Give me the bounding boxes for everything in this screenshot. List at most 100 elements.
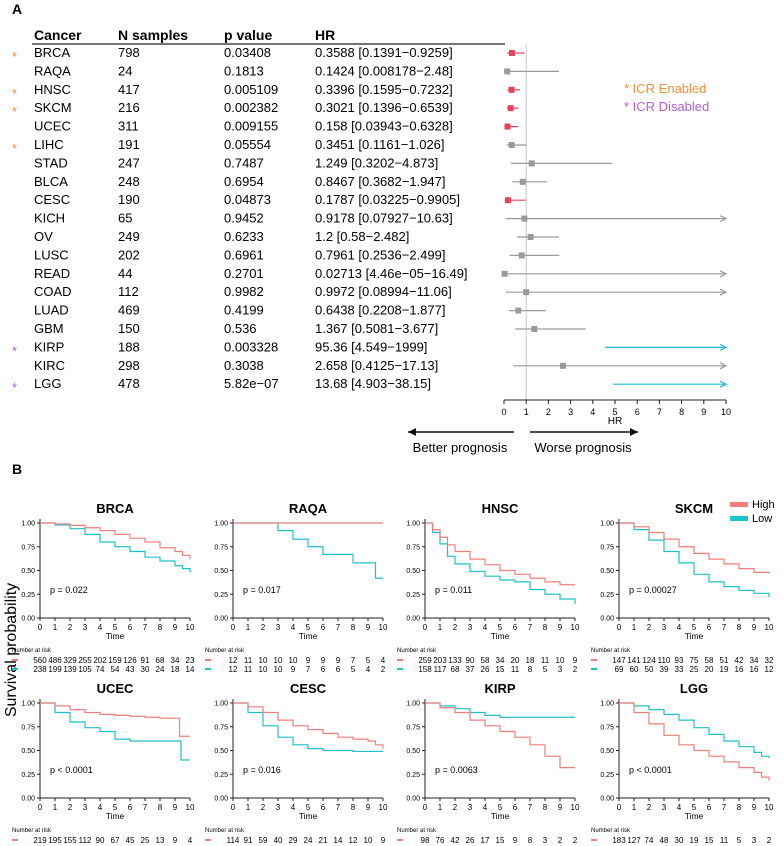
hr-point-kirc	[560, 362, 567, 369]
row-cancer: LUAD	[34, 303, 69, 318]
row-p-value: 0.002382	[224, 100, 278, 115]
km-x-tick-label: 4	[483, 623, 488, 632]
km-x-tick-label: 7	[528, 623, 533, 632]
km-risk-value: 4	[381, 656, 386, 665]
km-p-value: p = 0.00027	[629, 585, 677, 595]
km-x-tick-label: 6	[128, 623, 133, 632]
km-x-tick-label: 1	[632, 803, 637, 812]
km-risk-value: 110	[658, 656, 671, 665]
km-risk-value: 12	[349, 836, 358, 845]
km-x-tick-label: 7	[143, 803, 148, 812]
row-hr: 0.7961 [0.2536−2.499]	[315, 247, 445, 262]
km-risk-value: 202	[93, 656, 107, 665]
km-risk-value: 8	[528, 836, 533, 845]
star-enabled: *	[12, 141, 17, 156]
km-y-tick-label: 1.00	[214, 701, 228, 708]
row-hr: 0.3451 [0.1161−1.026]	[315, 137, 445, 152]
km-y-tick-label: 0.50	[600, 568, 614, 575]
km-y-tick-label: 0.25	[21, 592, 35, 599]
km-x-tick-label: 4	[291, 803, 296, 812]
km-x-tick-label: 7	[336, 803, 341, 812]
km-y-tick-label: 0.00	[600, 796, 614, 803]
row-p-value: 0.3038	[224, 358, 264, 373]
km-risk-value: 74	[645, 836, 654, 845]
km-x-tick-label: 3	[276, 623, 281, 632]
star-disabled: *	[12, 343, 17, 358]
ci-arrow-lgg	[719, 380, 728, 388]
row-cancer: LIHC	[34, 137, 64, 152]
km-risk-value: 11	[541, 656, 550, 665]
km-title: CESC	[290, 681, 327, 696]
km-x-tick-label: 2	[68, 803, 73, 812]
km-risk-value: 15	[496, 836, 505, 845]
km-title: SKCM	[675, 501, 713, 516]
row-hr: 0.1787 [0.03225−0.9905]	[315, 192, 460, 207]
km-curve-low	[233, 522, 383, 579]
row-n-samples: 191	[118, 137, 140, 152]
km-y-tick-label: 0.00	[214, 796, 228, 803]
km-x-tick-label: 6	[707, 803, 712, 812]
km-title: UCEC	[97, 681, 134, 696]
hr-point-lusc	[518, 252, 525, 259]
km-risk-value: 13	[156, 836, 165, 845]
km-x-tick-label: 1	[246, 623, 251, 632]
km-risk-value: 18	[526, 656, 535, 665]
panel-b-survival-curves: B Survival probability High Low BRCA 0.00 0.25…	[3, 461, 775, 846]
hr-point-gbm	[531, 326, 538, 332]
km-risk-value: 3	[558, 665, 563, 674]
km-risk-value: 10	[556, 656, 565, 665]
km-y-tick-label: 0.25	[214, 772, 228, 779]
row-cancer: LUSC	[34, 247, 69, 262]
km-y-tick-label: 0.25	[406, 592, 420, 599]
km-x-tick-label: 0	[231, 803, 236, 812]
km-p-value: p < 0.0001	[50, 765, 93, 775]
km-x-label: Time	[106, 631, 125, 641]
km-risk-value: 90	[96, 836, 105, 845]
hr-point-raqa	[504, 68, 511, 75]
km-x-tick-label: 5	[113, 623, 118, 632]
km-curve-high	[425, 702, 575, 769]
km-risk-value: 33	[675, 665, 684, 674]
km-curve-high	[233, 702, 384, 749]
km-panel-kirp: KIRP 0.00 0.25 0.50 0.75 1.00 0 1 2 3 4 5 6 7 8 9 10 Time…	[397, 681, 580, 846]
km-risk-value: 14	[334, 836, 343, 845]
km-risk-value: 560	[33, 656, 47, 665]
km-x-tick-label: 10	[571, 803, 580, 812]
km-risk-value: 117	[434, 665, 447, 674]
row-hr: 1.367 [0.5081−3.677]	[315, 321, 438, 336]
km-risk-value: 7	[306, 665, 311, 674]
km-x-tick-label: 1	[632, 623, 637, 632]
km-risk-value: 9	[173, 836, 178, 845]
km-risk-value: 259	[418, 656, 432, 665]
km-risk-value: 203	[433, 656, 447, 665]
forest-x-tick-label: 7	[657, 407, 662, 417]
km-risk-value: 90	[466, 656, 475, 665]
row-hr: 0.158 [0.03943−0.6328]	[315, 119, 453, 134]
km-x-tick-label: 0	[617, 623, 622, 632]
km-risk-value: 19	[720, 665, 729, 674]
km-title: BRCA	[96, 501, 134, 516]
km-risk-value: 54	[111, 665, 120, 674]
row-hr: 0.3396 [0.1595−0.7232]	[315, 82, 453, 97]
km-p-value: p < 0.0001	[629, 765, 672, 775]
km-y-tick-label: 0.50	[600, 748, 614, 755]
km-risk-title: Number at risk	[397, 648, 437, 654]
km-y-tick-label: 0.50	[406, 748, 420, 755]
km-risk-value: 16	[735, 665, 744, 674]
km-x-label: Time	[299, 631, 318, 641]
km-risk-value: 238	[33, 665, 47, 674]
km-x-tick-label: 8	[737, 623, 742, 632]
legend-swatch-high	[730, 502, 748, 507]
km-risk-value: 2	[381, 665, 386, 674]
row-cancer: BRCA	[34, 45, 70, 60]
row-cancer: HNSC	[34, 82, 71, 97]
km-risk-value: 19	[690, 836, 699, 845]
km-x-label: Time	[685, 631, 704, 641]
km-risk-value: 25	[690, 665, 699, 674]
km-y-tick-label: 0.50	[214, 568, 228, 575]
km-x-tick-label: 5	[692, 623, 697, 632]
km-risk-value: 9	[336, 656, 341, 665]
km-risk-value: 40	[274, 836, 283, 845]
